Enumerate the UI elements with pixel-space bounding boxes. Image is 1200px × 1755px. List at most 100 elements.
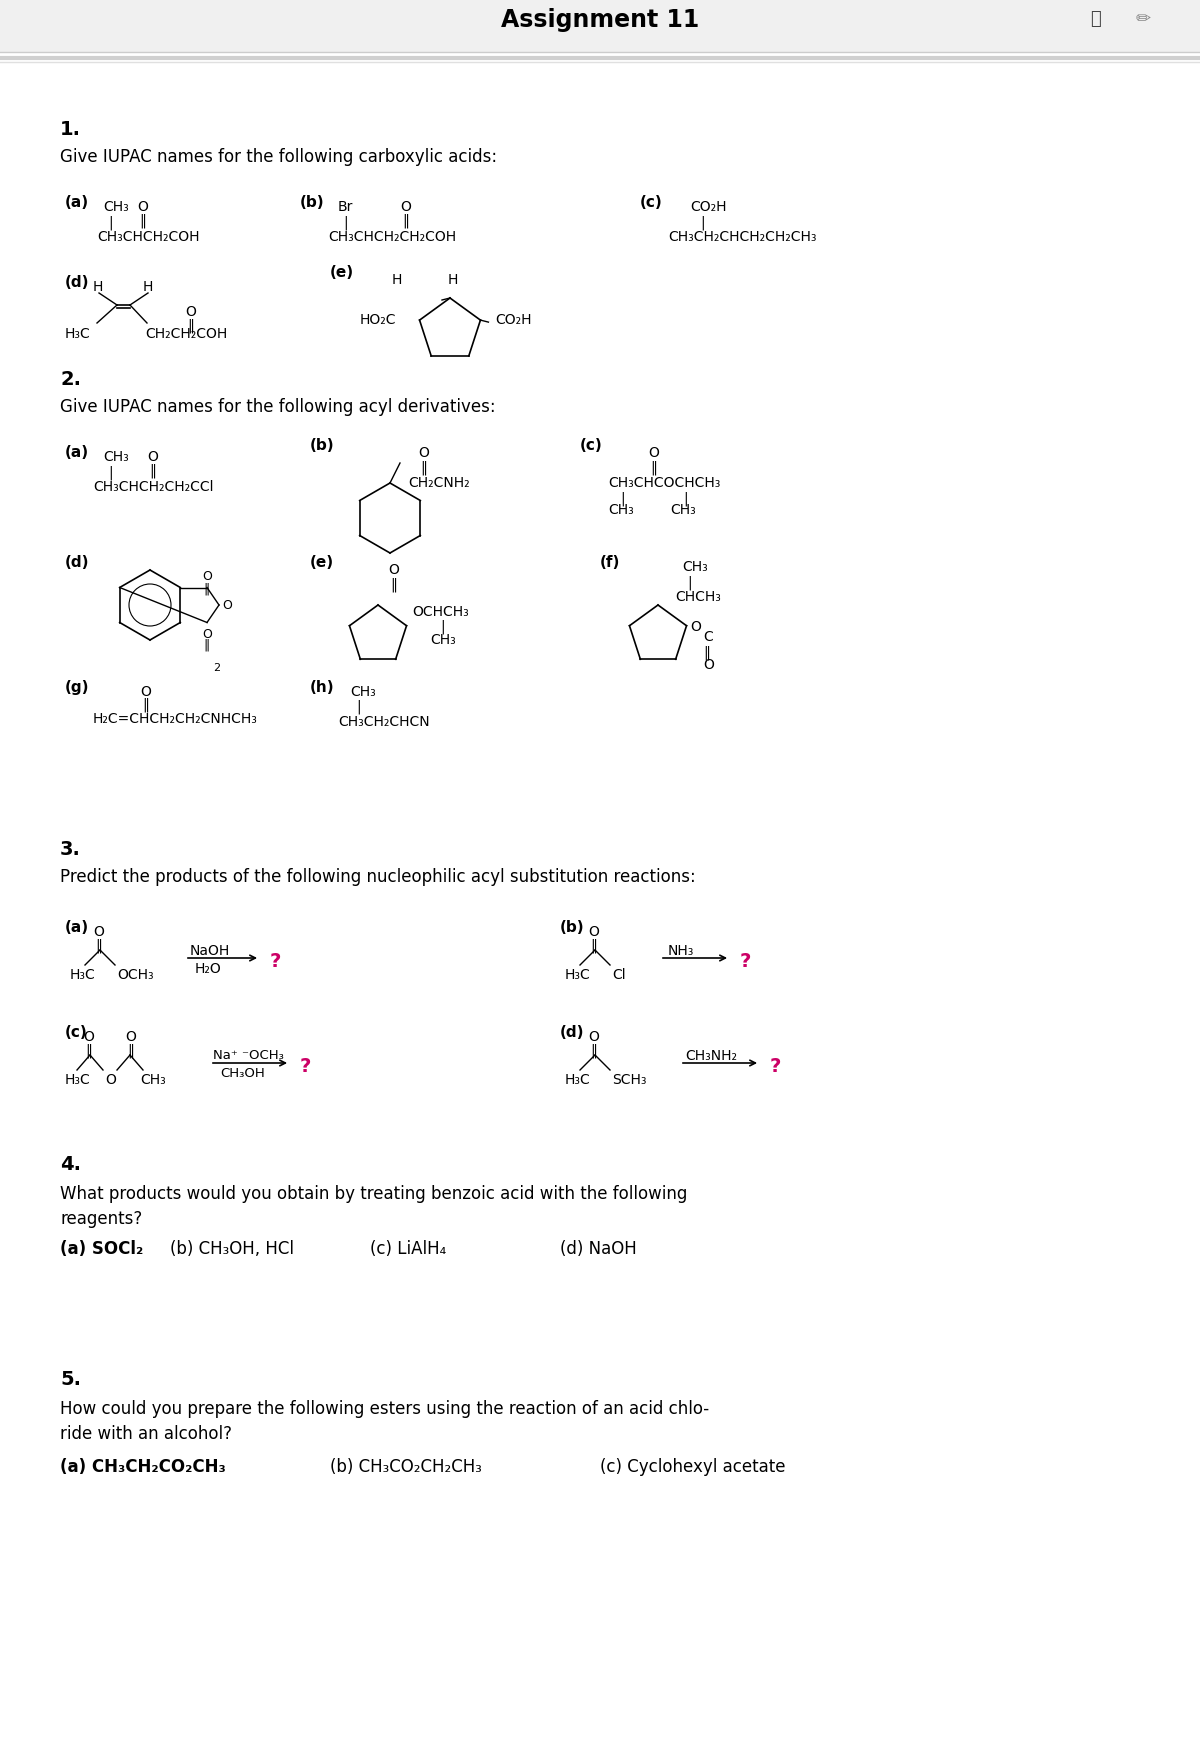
Text: H₃C: H₃C (65, 326, 91, 340)
Text: H₃C: H₃C (565, 969, 590, 983)
Text: CH₃CHCH₂CH₂COH: CH₃CHCH₂CH₂COH (328, 230, 456, 244)
Text: Br: Br (338, 200, 353, 214)
Text: CH₃NH₂: CH₃NH₂ (685, 1049, 737, 1064)
Text: O: O (202, 628, 212, 641)
Text: Na⁺ ⁻OCH₃: Na⁺ ⁻OCH₃ (214, 1049, 284, 1062)
Text: SCH₃: SCH₃ (612, 1072, 647, 1086)
Text: 1.: 1. (60, 119, 82, 139)
Text: (g): (g) (65, 679, 90, 695)
Text: (a): (a) (65, 446, 89, 460)
Text: |: | (440, 620, 445, 635)
Text: |: | (683, 491, 688, 505)
Text: O: O (83, 1030, 94, 1044)
Text: O: O (648, 446, 659, 460)
Text: NaOH: NaOH (190, 944, 230, 958)
Text: ‖: ‖ (420, 460, 427, 474)
Text: What products would you obtain by treating benzoic acid with the following: What products would you obtain by treati… (60, 1185, 688, 1202)
Text: H: H (448, 274, 458, 288)
Text: ‖: ‖ (187, 318, 194, 332)
Text: CH₃: CH₃ (670, 504, 696, 518)
Text: CH₃CHCOCHCH₃: CH₃CHCOCHCH₃ (608, 476, 720, 490)
Text: O: O (125, 1030, 136, 1044)
Text: CHCH₃: CHCH₃ (674, 590, 721, 604)
Text: O: O (202, 570, 212, 583)
Text: OCHCH₃: OCHCH₃ (412, 605, 469, 620)
Text: CO₂H: CO₂H (690, 200, 726, 214)
Text: (d): (d) (65, 555, 90, 570)
Text: (b): (b) (560, 920, 584, 935)
Text: |: | (620, 491, 625, 505)
Text: ‖: ‖ (703, 646, 710, 660)
Text: Give IUPAC names for the following acyl derivatives:: Give IUPAC names for the following acyl … (60, 398, 496, 416)
Text: O: O (388, 563, 398, 577)
Text: O: O (140, 684, 151, 698)
Text: O: O (148, 449, 158, 463)
Text: CH₃: CH₃ (103, 200, 128, 214)
Text: ⬛: ⬛ (1090, 11, 1100, 28)
Text: How could you prepare the following esters using the reaction of an acid chlo-: How could you prepare the following este… (60, 1400, 709, 1418)
Text: H₃C: H₃C (65, 1072, 91, 1086)
Text: Assignment 11: Assignment 11 (500, 9, 700, 32)
Text: O: O (400, 200, 410, 214)
Text: |: | (356, 700, 361, 714)
Text: CH₃OH: CH₃OH (220, 1067, 265, 1079)
Text: ‖: ‖ (390, 577, 397, 591)
Text: (d): (d) (560, 1025, 584, 1041)
Text: ‖: ‖ (139, 212, 146, 228)
Text: ✏: ✏ (1135, 11, 1150, 28)
Text: H₂O: H₂O (194, 962, 222, 976)
Text: H₃C: H₃C (565, 1072, 590, 1086)
Text: (c): (c) (65, 1025, 88, 1041)
Text: C: C (703, 630, 713, 644)
Text: (b): (b) (310, 439, 335, 453)
Text: O: O (690, 620, 701, 634)
Text: |: | (343, 216, 348, 230)
Text: 4.: 4. (60, 1155, 82, 1174)
Text: O: O (703, 658, 714, 672)
Text: ‖: ‖ (650, 460, 656, 474)
Text: O: O (588, 925, 599, 939)
Text: Cl: Cl (612, 969, 625, 983)
Text: ‖: ‖ (590, 937, 596, 953)
Text: ‖: ‖ (127, 1042, 134, 1058)
Bar (0, 0, 1200, 53)
Text: (d): (d) (65, 276, 90, 290)
Text: Predict the products of the following nucleophilic acyl substitution reactions:: Predict the products of the following nu… (60, 869, 696, 886)
Text: ‖: ‖ (203, 583, 209, 595)
Text: |: | (108, 465, 113, 479)
Text: ‖: ‖ (95, 937, 102, 953)
Text: 2.: 2. (60, 370, 82, 390)
Text: (b) CH₃OH, HCl: (b) CH₃OH, HCl (170, 1241, 294, 1258)
Text: NH₃: NH₃ (668, 944, 695, 958)
Text: ?: ? (740, 951, 751, 971)
Text: CH₃: CH₃ (430, 634, 456, 648)
Text: O: O (222, 598, 232, 612)
Text: H₃C: H₃C (70, 969, 96, 983)
Text: (d) NaOH: (d) NaOH (560, 1241, 637, 1258)
Text: ?: ? (270, 951, 281, 971)
Text: (h): (h) (310, 679, 335, 695)
Text: CH₂CNH₂: CH₂CNH₂ (408, 476, 469, 490)
Text: H₂C=CHCH₂CH₂CNHCH₃: H₂C=CHCH₂CH₂CNHCH₃ (94, 713, 258, 727)
Text: OCH₃: OCH₃ (118, 969, 154, 983)
Text: (b) CH₃CO₂CH₂CH₃: (b) CH₃CO₂CH₂CH₃ (330, 1458, 482, 1476)
Text: (c): (c) (580, 439, 602, 453)
Text: (f): (f) (600, 555, 620, 570)
Text: CH₃CH₂CHCH₂CH₂CH₃: CH₃CH₂CHCH₂CH₂CH₃ (668, 230, 816, 244)
Text: (c): (c) (640, 195, 662, 211)
Text: 2: 2 (214, 663, 220, 672)
Text: 5.: 5. (60, 1371, 82, 1388)
Text: CH₃: CH₃ (140, 1072, 166, 1086)
Text: Give IUPAC names for the following carboxylic acids:: Give IUPAC names for the following carbo… (60, 147, 497, 167)
Text: CH₃CHCH₂COH: CH₃CHCH₂COH (97, 230, 199, 244)
Text: 3.: 3. (60, 841, 80, 858)
Text: O: O (588, 1030, 599, 1044)
Text: CH₃CHCH₂CH₂CCl: CH₃CHCH₂CH₂CCl (94, 481, 214, 493)
Text: (a) CH₃CH₂CO₂CH₃: (a) CH₃CH₂CO₂CH₃ (60, 1458, 226, 1476)
Text: |: | (700, 216, 704, 230)
Text: O: O (94, 925, 104, 939)
Text: HO₂C: HO₂C (360, 312, 396, 326)
Text: ‖: ‖ (149, 463, 156, 477)
Text: reagents?: reagents? (60, 1209, 143, 1228)
Text: (e): (e) (310, 555, 334, 570)
